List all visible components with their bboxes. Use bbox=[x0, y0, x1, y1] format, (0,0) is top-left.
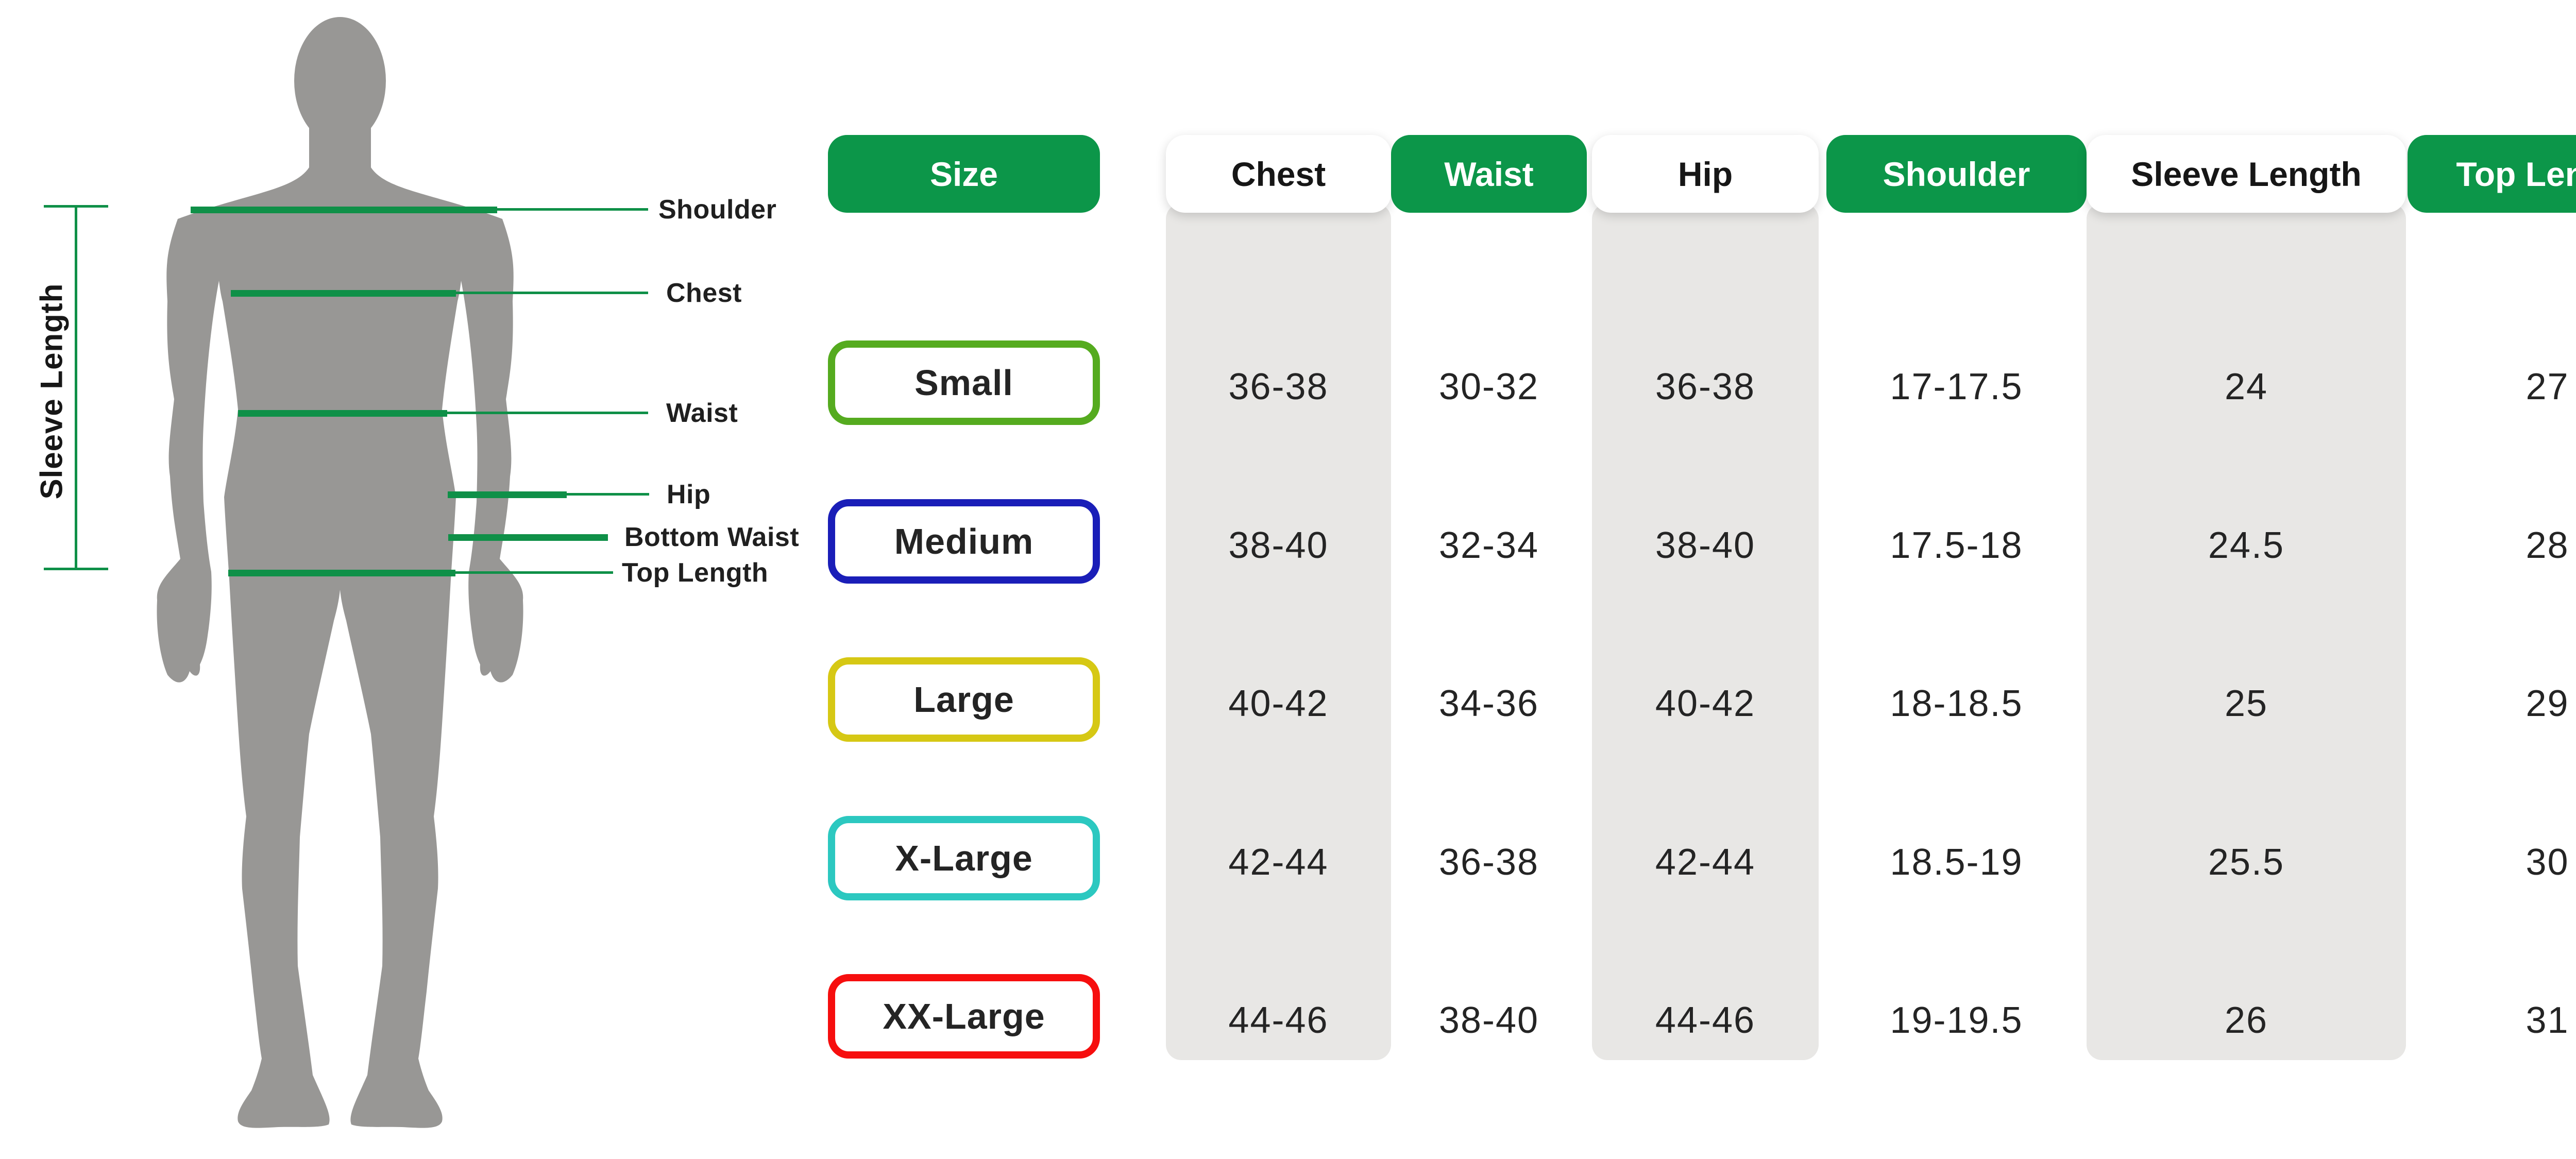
column-strip-hip bbox=[1592, 203, 1819, 1060]
column-header-chest: Chest bbox=[1166, 135, 1391, 213]
bottom_waist-measure-line bbox=[448, 534, 608, 541]
size-button-x-large: X-Large bbox=[828, 816, 1100, 900]
hip-label: Hip bbox=[667, 480, 711, 509]
sleeve-length-bracket-line bbox=[75, 206, 77, 569]
cell-top_length-row1: 27 bbox=[2526, 366, 2569, 407]
waist-measure-line bbox=[238, 410, 447, 417]
cell-shoulder-row4: 18.5-19 bbox=[1890, 842, 2023, 883]
cell-waist-row4: 36-38 bbox=[1438, 842, 1539, 883]
cell-shoulder-row5: 19-19.5 bbox=[1890, 1000, 2023, 1041]
top_length-leader-line bbox=[455, 571, 613, 574]
cell-shoulder-row1: 17-17.5 bbox=[1890, 366, 2023, 407]
cell-sleeve_length-row3: 25 bbox=[2224, 683, 2268, 724]
cell-chest-row1: 36-38 bbox=[1228, 366, 1329, 407]
cell-sleeve_length-row2: 24.5 bbox=[2208, 525, 2285, 566]
cell-sleeve_length-row1: 24 bbox=[2224, 366, 2268, 407]
size-button-medium: Medium bbox=[828, 499, 1100, 584]
size-button-xx-large: XX-Large bbox=[828, 974, 1100, 1059]
hip-measure-line bbox=[448, 491, 567, 498]
cell-sleeve_length-row4: 25.5 bbox=[2208, 842, 2285, 883]
column-strip-sleeve_length bbox=[2087, 203, 2406, 1060]
column-header-sleeve_length: Sleeve Length bbox=[2087, 135, 2406, 213]
chest-label: Chest bbox=[666, 278, 742, 308]
cell-chest-row2: 38-40 bbox=[1228, 525, 1329, 566]
cell-top_length-row2: 28 bbox=[2526, 525, 2569, 566]
cell-hip-row2: 38-40 bbox=[1655, 525, 1756, 566]
shoulder-label: Shoulder bbox=[658, 195, 777, 225]
cell-hip-row4: 42-44 bbox=[1655, 842, 1756, 883]
cell-sleeve_length-row5: 26 bbox=[2224, 1000, 2268, 1041]
waist-label: Waist bbox=[666, 398, 738, 428]
cell-top_length-row3: 29 bbox=[2526, 683, 2569, 724]
top_length-measure-line bbox=[228, 570, 455, 576]
cell-chest-row4: 42-44 bbox=[1228, 842, 1329, 883]
human-silhouette bbox=[157, 17, 523, 1128]
chest-leader-line bbox=[456, 292, 648, 294]
hip-leader-line bbox=[567, 493, 649, 496]
cell-top_length-row4: 30 bbox=[2526, 842, 2569, 883]
column-header-waist: Waist bbox=[1391, 135, 1587, 213]
cell-hip-row1: 36-38 bbox=[1655, 366, 1756, 407]
shoulder-leader-line bbox=[497, 208, 648, 211]
cell-chest-row5: 44-46 bbox=[1228, 1000, 1329, 1041]
column-header-shoulder: Shoulder bbox=[1826, 135, 2087, 213]
sleeve-length-bracket-bottom-cap bbox=[44, 568, 108, 570]
bottom_waist-label: Bottom Waist bbox=[624, 522, 800, 552]
column-header-hip: Hip bbox=[1592, 135, 1819, 213]
size-button-small: Small bbox=[828, 340, 1100, 425]
sleeve-length-bracket-top-cap bbox=[44, 205, 108, 208]
column-header-size: Size bbox=[828, 135, 1100, 213]
sleeve-length-axis-label: Sleeve Length bbox=[34, 283, 69, 500]
column-strip-chest bbox=[1166, 203, 1391, 1060]
shoulder-measure-line bbox=[191, 207, 497, 213]
cell-chest-row3: 40-42 bbox=[1228, 683, 1329, 724]
column-header-top_length: Top Length bbox=[2408, 135, 2576, 213]
waist-leader-line bbox=[447, 412, 648, 414]
cell-waist-row3: 34-36 bbox=[1438, 683, 1539, 724]
cell-hip-row3: 40-42 bbox=[1655, 683, 1756, 724]
chest-measure-line bbox=[231, 290, 456, 297]
cell-top_length-row5: 31 bbox=[2526, 1000, 2569, 1041]
cell-shoulder-row3: 18-18.5 bbox=[1890, 683, 2023, 724]
cell-shoulder-row2: 17.5-18 bbox=[1890, 525, 2023, 566]
cell-hip-row5: 44-46 bbox=[1655, 1000, 1756, 1041]
top_length-label: Top Length bbox=[622, 558, 769, 588]
cell-waist-row1: 30-32 bbox=[1438, 366, 1539, 407]
size-button-large: Large bbox=[828, 657, 1100, 742]
cell-waist-row5: 38-40 bbox=[1438, 1000, 1539, 1041]
cell-waist-row2: 32-34 bbox=[1438, 525, 1539, 566]
